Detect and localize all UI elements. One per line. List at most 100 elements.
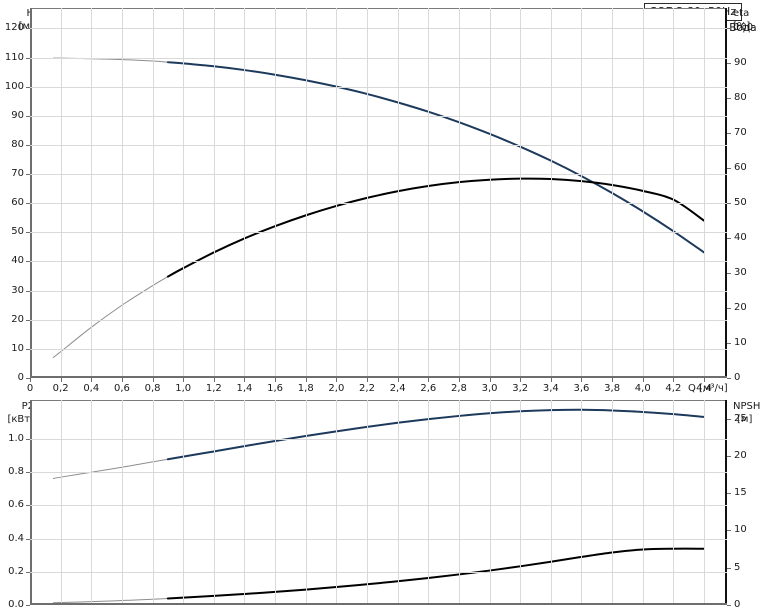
tick-mark-left [26, 57, 30, 59]
y-left-tick-label: 120 [4, 22, 24, 34]
gridline-vertical [60, 400, 62, 605]
gridline-vertical [244, 8, 246, 378]
y-right-tick-label: 50 [734, 197, 747, 209]
x-tick-label: 3,8 [604, 383, 621, 394]
gridline-vertical [275, 400, 277, 605]
y-left-tick-label: 0.6 [8, 499, 24, 511]
gridline-vertical [152, 400, 154, 605]
tick-mark-bottom [60, 378, 62, 382]
tick-mark-bottom [367, 378, 368, 382]
tick-mark-right [727, 343, 731, 345]
gridline-vertical [183, 400, 185, 605]
y-right-tick-label: 0 [734, 372, 741, 383]
gridline-vertical [91, 8, 93, 378]
tick-mark-bottom [183, 378, 185, 382]
left-axis-line [30, 400, 32, 605]
tick-mark-right [727, 455, 731, 457]
bottom-axis-line [30, 376, 727, 378]
tick-mark-left [26, 144, 30, 146]
gridline-vertical [581, 8, 583, 378]
y-right-tick-label: 100 [734, 22, 754, 34]
x-tick-label: 2,6 [420, 383, 437, 394]
tick-mark-left [26, 232, 30, 234]
top-right-axis-title: eta [733, 8, 750, 19]
gridline-vertical [673, 8, 675, 378]
bottom-right-axis-title: NPSH [733, 401, 761, 412]
gridline-vertical [612, 400, 614, 605]
y-left-tick-label: 10 [11, 342, 24, 354]
tick-mark-left [26, 505, 30, 507]
tick-mark-left [26, 605, 30, 606]
tick-mark-right [727, 238, 731, 240]
y-right-tick-label: 5 [734, 561, 741, 573]
x-tick-label: 1,0 [175, 383, 192, 394]
head-efficiency-plot [26, 8, 731, 382]
gridline-vertical [275, 8, 277, 378]
gridline-horizontal [30, 571, 727, 573]
x-tick-label: 1,8 [297, 383, 314, 394]
x-tick-label: 4,0 [634, 383, 651, 394]
y-right-tick-label: 20 [734, 449, 747, 461]
gridline-vertical [305, 8, 307, 378]
x-tick-label: 3,2 [512, 383, 529, 394]
tick-mark-right [727, 273, 731, 275]
gridline-horizontal [30, 290, 727, 292]
gridline-vertical [213, 400, 215, 605]
right-axis-line [725, 400, 727, 605]
tick-mark-left [26, 571, 30, 573]
gridline-vertical [305, 400, 307, 605]
tick-mark-left [26, 319, 30, 321]
tick-mark-bottom [550, 378, 552, 382]
gridline-vertical [489, 8, 491, 378]
y-left-tick-label: 20 [11, 313, 24, 325]
bottom-left-axis-unit: [кВт] [7, 414, 34, 425]
gridline-vertical [428, 400, 430, 605]
tick-mark-left [26, 472, 30, 474]
npsh-thin-segment [52, 597, 168, 604]
tick-mark-right [727, 168, 731, 170]
tick-mark-bottom [520, 378, 522, 382]
tick-mark-left [26, 174, 30, 176]
tick-mark-left [26, 203, 30, 205]
gridline-vertical [489, 400, 491, 605]
gridline-vertical [642, 400, 644, 605]
x-tick-label: 0,6 [113, 383, 130, 394]
x-axis-title: Q [м³/ч] [688, 383, 728, 394]
top-plot-curves [52, 57, 706, 359]
tick-mark-right [727, 567, 731, 569]
tick-mark-bottom [30, 378, 31, 382]
tick-mark-left [26, 439, 30, 440]
tick-mark-right [727, 63, 731, 65]
tick-mark-right [727, 28, 731, 30]
tick-mark-right [727, 98, 731, 100]
y-right-tick-label: 40 [734, 232, 747, 244]
y-right-tick-label: 10 [734, 524, 747, 536]
gridline-horizontal [30, 348, 727, 350]
tick-mark-bottom [213, 378, 215, 382]
gridline-vertical [428, 8, 430, 378]
bottom-axis-line [30, 603, 727, 605]
tick-mark-right [727, 605, 731, 606]
y-right-tick-label: 70 [734, 127, 747, 139]
gridline-horizontal [30, 439, 727, 440]
gridline-vertical [397, 8, 399, 378]
tick-mark-right [727, 308, 731, 310]
tick-mark-bottom [152, 378, 154, 382]
gridline-horizontal [30, 319, 727, 321]
gridline-vertical [367, 400, 368, 605]
power-curve [166, 408, 706, 461]
x-tick-label: 3,6 [573, 383, 590, 394]
tick-mark-right [727, 530, 731, 532]
right-axis-line [725, 8, 727, 378]
bottom-plot-curves [52, 408, 706, 604]
efficiency-thin-segment [52, 276, 169, 359]
x-tick-label: 2,2 [359, 383, 375, 394]
tick-mark-bottom [305, 378, 307, 382]
y-left-tick-label: 0 [17, 372, 24, 383]
x-tick-label: 2,0 [328, 383, 345, 394]
y-right-tick-label: 90 [734, 57, 747, 69]
left-axis-line [30, 8, 32, 378]
y-right-tick-label: 25 [734, 412, 747, 424]
gridline-vertical [520, 400, 522, 605]
gridline-vertical [244, 400, 246, 605]
